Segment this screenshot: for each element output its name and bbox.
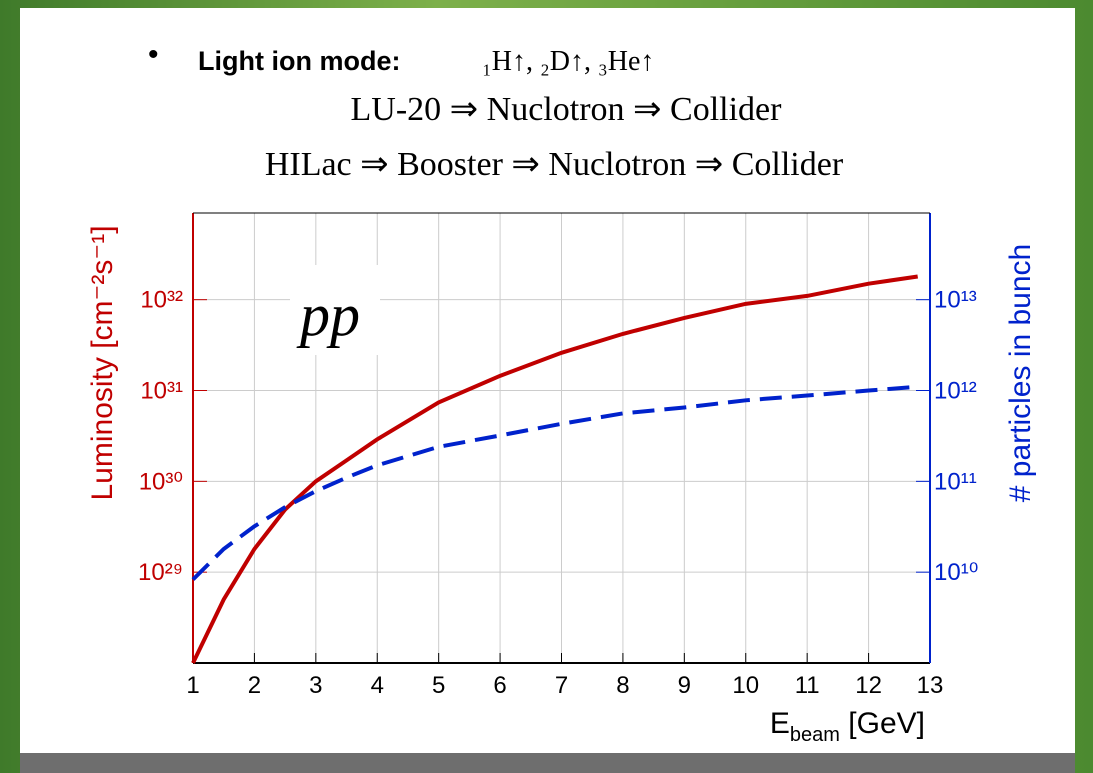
x-tick-label: 10 (732, 672, 759, 699)
plot: 1 2 3 4 5 6 7 8 9 10 11 12 1310²⁹10³⁰10³¹10³²10¹⁰10¹… (86, 212, 1037, 746)
species: ₁H↑, ₂D↑, ₃He↑ (482, 46, 654, 77)
x-tick-label: 6 (493, 672, 506, 699)
y2-tick-label: 10¹³ (934, 287, 977, 314)
chain: LU-20 ⇒ Nuclotron ⇒ Collider (351, 91, 783, 128)
x-tick-label: 2 (248, 672, 261, 699)
x-axis-label-sub: beam (790, 724, 840, 746)
x-axis-label: Ebeam [GeV] (770, 707, 925, 746)
chain: HILac ⇒ Booster ⇒ Nuclotron ⇒ Collider (265, 146, 844, 183)
series-line (191, 384, 918, 581)
y-tick-label: 10³¹ (140, 378, 183, 405)
x-axis-label-main: E (770, 707, 790, 740)
x-tick-label: 9 (678, 672, 691, 699)
y-tick-label: 10²⁹ (138, 559, 183, 586)
x-tick-label: 8 (616, 672, 629, 699)
x-axis-label-unit: [GeV] (840, 707, 925, 740)
y-tick-label: 10³² (140, 287, 183, 314)
x-tick-label: 12 (855, 672, 882, 699)
y-axis-label: Luminosity [cm⁻²s⁻¹] (86, 225, 119, 500)
slide-background (20, 8, 1075, 753)
x-tick-label: 7 (555, 672, 568, 699)
x-tick-label: 3 (309, 672, 322, 699)
mode-label: Light ion mode: (198, 46, 400, 76)
series-line (191, 274, 919, 664)
x-tick-label: 13 (917, 672, 944, 699)
y2-axis-label: # particles in bunch (1004, 244, 1037, 503)
x-tick-label: 11 (795, 672, 820, 699)
x-tick-label: 4 (371, 672, 384, 699)
x-tick-label: 5 (432, 672, 445, 699)
annotation: pp (296, 282, 360, 348)
y-tick-label: 10³⁰ (139, 468, 183, 495)
bullet: • (148, 38, 159, 71)
annotation-background (290, 265, 380, 355)
slide-footer (20, 753, 1075, 773)
y2-tick-label: 10¹² (934, 378, 977, 405)
y2-tick-label: 10¹¹ (934, 468, 977, 495)
x-tick-label: 1 (186, 672, 199, 699)
y2-tick-label: 10¹⁰ (934, 559, 978, 586)
